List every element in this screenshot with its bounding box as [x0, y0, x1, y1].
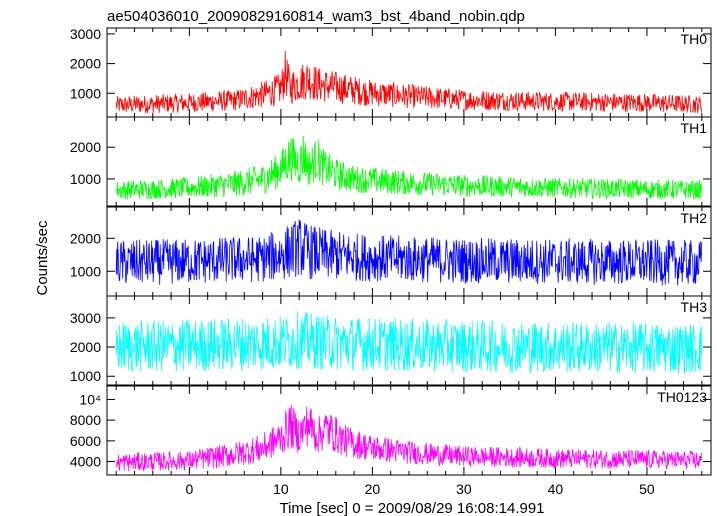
y-tick-label-th3: 1000 [70, 368, 101, 384]
panels-group: TH0 1000 2000 3000 TH1 1000 2000 TH2 1000 2000 TH3… [70, 26, 712, 497]
x-tick-label: 10 [273, 481, 289, 497]
series-line-th0 [115, 50, 703, 114]
series-line-th0123 [115, 404, 703, 472]
y-axis-label: Counts/sec [34, 220, 51, 296]
panel-label-th3: TH3 [681, 299, 708, 315]
y-tick-label-th3: 2000 [70, 339, 101, 355]
y-tick-label-th0123: 4000 [70, 454, 101, 470]
series-line-th3 [115, 311, 703, 375]
y-tick-label-th0: 2000 [70, 56, 101, 72]
chart-title: ae504036010_20090829160814_wam3_bst_4ban… [107, 8, 525, 25]
y-tick-label-th1: 2000 [70, 139, 101, 155]
panel-label-th0123: TH0123 [657, 389, 707, 405]
x-tick-label: 50 [639, 481, 655, 497]
panel-label-th0: TH0 [681, 31, 708, 47]
y-tick-label-th3: 3000 [70, 310, 101, 326]
x-tick-label: 30 [456, 481, 472, 497]
y-tick-label-th2: 1000 [70, 263, 101, 279]
x-tick-label: 20 [365, 481, 381, 497]
x-tick-label: 0 [185, 481, 193, 497]
series-line-th1 [115, 135, 703, 200]
y-tick-label-th1: 1000 [70, 171, 101, 187]
x-tick-label: 40 [548, 481, 564, 497]
y-tick-label-th0123: 8000 [70, 412, 101, 428]
y-tick-label-th0123: 10⁴ [79, 391, 101, 407]
panel-label-th1: TH1 [681, 120, 708, 136]
y-tick-label-th0123: 6000 [70, 433, 101, 449]
x-axis-label: Time [sec] 0 = 2009/08/29 16:08:14.991 [279, 500, 544, 516]
y-tick-label-th0: 3000 [70, 26, 101, 42]
y-tick-label-th0: 1000 [70, 85, 101, 101]
panel-label-th2: TH2 [681, 210, 708, 226]
y-tick-label-th2: 2000 [70, 230, 101, 246]
series-line-th2 [115, 219, 703, 286]
